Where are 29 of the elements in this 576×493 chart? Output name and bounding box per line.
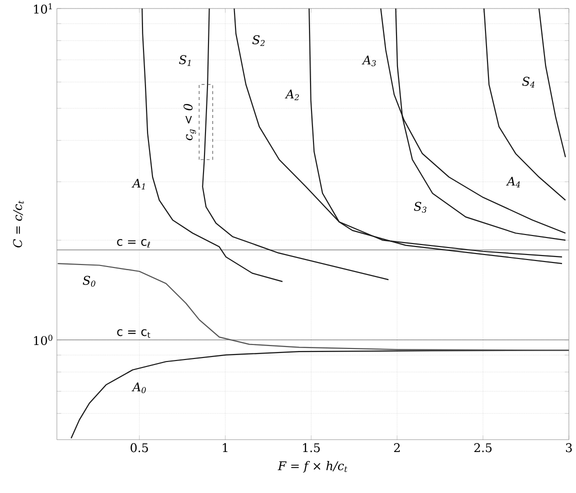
series-label: A$_{0}$ — [132, 382, 146, 394]
line-series — [483, 8, 566, 201]
x-tick-label: 0.5 — [130, 443, 148, 452]
series-label: A$_{1}$ — [132, 179, 145, 190]
line-series — [234, 8, 563, 264]
x-tick-label: 1 — [222, 443, 228, 452]
line-series — [57, 263, 569, 352]
x-tick-label: 2.5 — [474, 443, 492, 452]
ref-line-label: c = c$_{t}$ — [117, 329, 150, 338]
x-tick-label: 2 — [394, 443, 400, 452]
line-series — [202, 8, 390, 280]
x-tick-label: 3 — [566, 443, 572, 452]
series-label: S$_{4}$ — [522, 77, 535, 88]
x-axis-title: F = f × h/c$_{t}$ — [278, 461, 348, 473]
series-label: A$_{2}$ — [284, 90, 299, 100]
series-label: A$_{4}$ — [506, 177, 520, 188]
ref-line-label: c = c$_{ℓ}$ — [117, 239, 150, 248]
y-tick-label: 10$^{0}$ — [34, 334, 52, 346]
series-label: S$_{0}$ — [82, 276, 96, 287]
line-series — [142, 8, 284, 282]
x-tick-label: 1.5 — [303, 443, 320, 452]
series-label: S$_{2}$ — [252, 35, 265, 46]
line-series — [538, 8, 566, 158]
y-tick-label: 10$^{1}$ — [34, 4, 52, 14]
series-label: A$_{3}$ — [362, 56, 376, 66]
y-axis-title: C = c/c$_{t}$ — [13, 200, 24, 248]
annotation: c$_{g}$ < 0 — [184, 104, 196, 140]
series-label: S$_{3}$ — [414, 202, 426, 213]
series-label: S$_{1}$ — [179, 55, 190, 66]
